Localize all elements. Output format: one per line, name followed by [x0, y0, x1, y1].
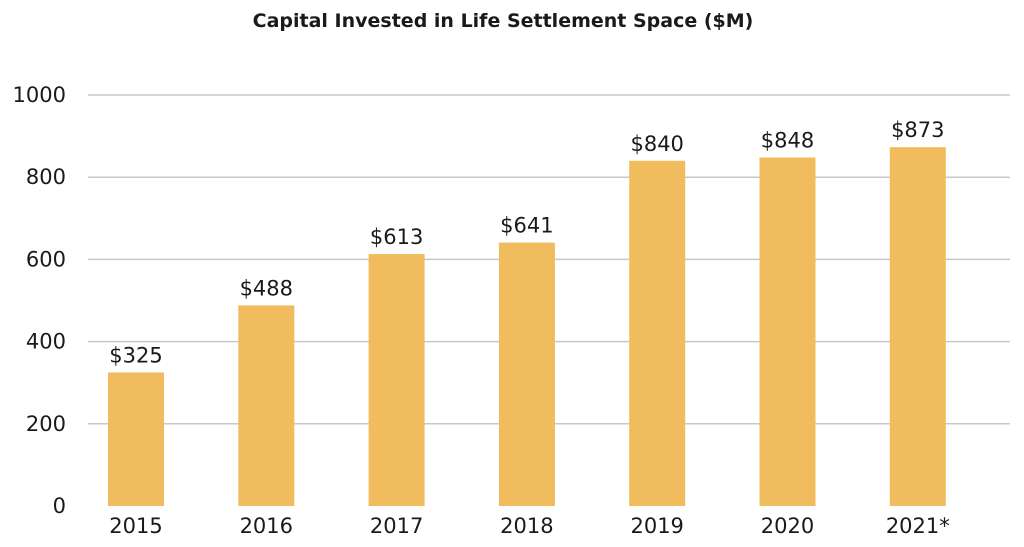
x-tick-label: 2020 [761, 514, 814, 538]
y-tick-label: 0 [53, 494, 66, 518]
data-label: $840 [630, 132, 683, 156]
data-label: $488 [240, 276, 293, 300]
bar [498, 242, 555, 506]
y-axis-ticks: 0 200 400 600 800 1000 [13, 83, 66, 518]
data-labels: $325 $488 $613 $641 $840 $848 $873 [109, 118, 944, 367]
x-tick-label: 2019 [630, 514, 683, 538]
bar [629, 160, 686, 506]
x-axis-ticks: 2015 2016 2017 2018 2019 2020 2021* [109, 514, 950, 538]
x-tick-label: 2018 [500, 514, 553, 538]
x-tick-label: 2016 [240, 514, 293, 538]
x-tick-label: 2021* [886, 514, 950, 538]
data-label: $873 [891, 118, 944, 142]
y-tick-label: 200 [26, 412, 66, 436]
bars [108, 147, 946, 507]
x-tick-label: 2017 [370, 514, 423, 538]
chart-title: Capital Invested in Life Settlement Spac… [253, 10, 754, 32]
bar [889, 147, 946, 506]
bar [759, 157, 816, 507]
data-label: $641 [500, 214, 553, 238]
y-tick-label: 1000 [13, 83, 66, 107]
data-label: $848 [761, 128, 814, 152]
data-label: $613 [370, 225, 423, 249]
bar [238, 305, 295, 506]
y-tick-label: 400 [26, 330, 66, 354]
y-tick-label: 800 [26, 165, 66, 189]
x-tick-label: 2015 [109, 514, 162, 538]
y-tick-label: 600 [26, 247, 66, 271]
bar [368, 254, 425, 506]
bar [108, 372, 164, 506]
data-label: $325 [109, 343, 162, 367]
